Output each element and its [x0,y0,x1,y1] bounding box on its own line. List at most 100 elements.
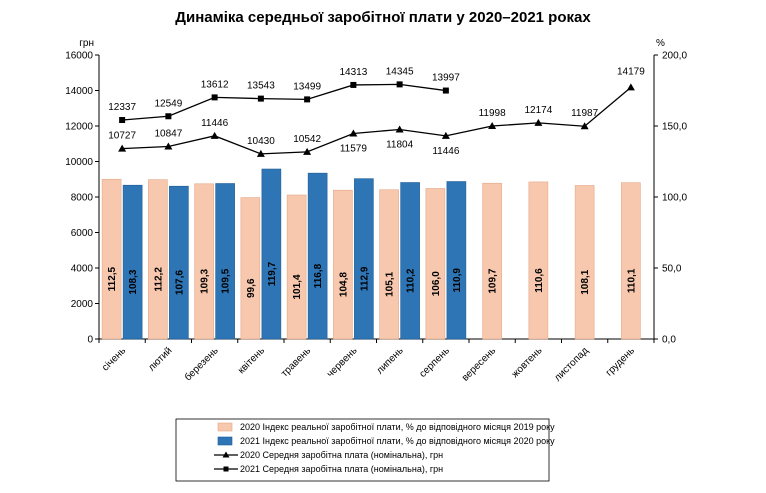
bar-2021-index [307,172,328,340]
legend-swatch [217,436,233,446]
legend-label: 2021 Індекс реальної заробітної плати, %… [240,436,555,446]
bar-2021-index [122,184,143,340]
marker-2020-salary [534,118,543,126]
point-2020-label: 11804 [386,139,414,150]
y-right-tick-label: 50,0 [662,264,682,275]
line-2020-salary [122,86,632,155]
marker-2020-salary [580,122,589,130]
marker-2021-salary [257,95,264,102]
x-category-label: липень [375,345,406,376]
point-2020-label: 11446 [432,146,460,157]
bar-2020-label: 104,8 [338,272,349,297]
bar-2020-index [528,181,549,340]
x-category-label: червень [325,345,360,380]
point-2020-label: 10542 [293,134,321,145]
x-category-label: грудень [604,345,637,378]
point-2020-label: 12174 [524,105,552,116]
bar-2020-label: 109,7 [488,268,499,293]
bar-2020-index [101,178,122,340]
bar-2021-label: 110,9 [452,268,463,293]
legend-label: 2020 Середня заробітна плата (номінальна… [240,450,443,460]
x-category-label: серпень [417,345,452,380]
legend-swatch [217,422,233,432]
bar-2021-label: 107,6 [174,270,185,295]
marker-2020-salary [256,149,265,157]
bar-2020-label: 108,1 [580,269,591,294]
point-2021-label: 13997 [432,73,460,84]
marker-2020-salary [303,147,312,155]
legend-label: 2020 Індекс реальної заробітної плати, %… [240,422,555,432]
marker-2020-salary [441,131,450,139]
bar-2021-label: 112,9 [359,266,370,291]
y-right-unit: % [656,38,665,49]
bar-2020-label: 110,1 [626,268,637,293]
y-right-tick-label: 100,0 [662,193,687,204]
bar-2021-index [446,181,467,340]
y-left-tick-label: 10000 [65,157,93,168]
legend-label: 2021 Середня заробітна плата (номінальна… [240,464,443,474]
bar-2021-label: 109,5 [221,268,232,293]
point-2020-label: 11579 [340,143,368,154]
x-category-label: вересень [460,345,498,383]
marker-2021-salary [350,81,357,88]
x-category-label: березень [182,345,221,384]
y-left-tick-label: 0 [87,335,93,346]
marker-2021-salary [211,94,218,101]
legend-box [175,418,550,482]
bar-2021-index [400,182,420,340]
y-left-tick-label: 14000 [65,86,93,97]
y-right-tick-label: 200,0 [662,51,687,62]
bar-2020-index [482,182,502,340]
chart-title: Динаміка середньої заробітної плати у 20… [175,9,591,26]
bar-2020-index [286,194,307,340]
y-left-tick-label: 4000 [71,264,94,275]
bar-2020-index [240,197,261,340]
marker-2020-salary [349,129,358,137]
bar-2020-label: 112,5 [107,266,118,291]
bar-2020-label: 105,1 [385,271,396,296]
x-category-label: жовтень [510,345,545,380]
bar-2020-index [379,189,399,340]
bar-2020-label: 106,0 [431,271,442,296]
point-2020-label: 10847 [154,128,182,139]
point-2020-label: 11446 [201,118,229,129]
bar-2020-label: 99,6 [246,278,257,298]
y-left-unit: грн [79,38,94,49]
y-left-tick-label: 16000 [65,51,93,62]
bar-2021-index [215,183,235,340]
marker-2021-salary [442,87,449,94]
bar-2021-label: 108,3 [128,269,139,294]
plot-area: 0 2000 4000 6000 8000 10000 12000 14000 16000 0,0… [65,51,687,384]
y-left-tick-label: 6000 [71,228,94,239]
x-category-label: квітень [236,345,267,376]
marker-2021-salary [119,117,126,124]
legend-marker [223,466,229,472]
bar-2021-label: 110,2 [406,268,417,293]
point-2020-label: 10430 [247,136,275,147]
marker-2020-salary [626,83,635,91]
x-category-label: лютий [146,345,174,373]
bar-2021-label: 116,8 [313,263,324,288]
marker-2020-salary [164,142,173,150]
point-2020-label: 11987 [571,108,599,119]
marker-2020-salary [118,144,127,152]
marker-2020-salary [395,125,404,133]
y-left-tick-label: 2000 [71,299,94,310]
bar-2020-index [621,182,641,340]
bar-2020-label: 110,6 [534,268,545,293]
bar-2021-index [261,168,282,340]
bar-2021-label: 119,7 [267,261,278,286]
point-2021-label: 14345 [386,66,414,77]
bar-2020-index [425,188,446,340]
point-2020-label: 11998 [479,108,507,119]
point-2021-label: 14313 [339,67,367,78]
bar-2020-label: 112,2 [153,267,164,292]
bar-2020-label: 101,4 [292,274,303,299]
x-category-label: листопад [552,345,590,383]
bar-2020-index [194,183,214,340]
point-2020-label: 10727 [108,131,136,142]
bar-2021-index [354,178,374,340]
y-left-tick-label: 8000 [71,193,94,204]
point-2020-label: 14179 [617,66,645,77]
legend: 2020 Індекс реальної заробітної плати, %… [175,418,555,482]
